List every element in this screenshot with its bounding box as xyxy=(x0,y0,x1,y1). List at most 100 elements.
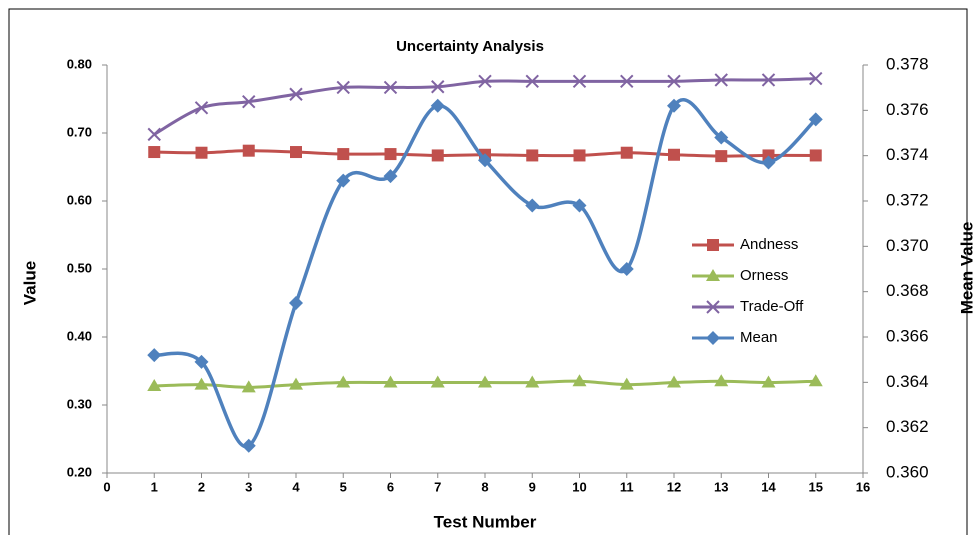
data-point xyxy=(431,149,444,162)
data-point xyxy=(478,74,492,89)
y2-tick-label: 0.374 xyxy=(886,145,929,164)
y-tick-label: 0.70 xyxy=(67,124,92,139)
data-point xyxy=(194,101,209,115)
data-point xyxy=(289,296,303,310)
x-tick-label: 3 xyxy=(245,479,252,494)
y2-tick-label: 0.370 xyxy=(886,236,929,255)
data-point xyxy=(526,149,539,162)
x-tick-label: 1 xyxy=(151,479,158,494)
data-point xyxy=(383,375,398,388)
data-point xyxy=(525,198,540,213)
data-point xyxy=(572,74,587,89)
legend-marker xyxy=(706,300,720,314)
data-point xyxy=(714,73,728,87)
x-tick-label: 15 xyxy=(809,479,823,494)
data-point xyxy=(148,146,161,159)
data-point xyxy=(619,377,634,390)
data-point xyxy=(761,155,776,170)
data-point xyxy=(525,74,539,89)
data-point xyxy=(714,130,729,145)
data-point xyxy=(715,150,728,163)
y2-axis-label: Mean Value xyxy=(957,222,976,315)
y-tick-label: 0.60 xyxy=(67,192,92,207)
data-point xyxy=(336,80,350,95)
data-point xyxy=(667,375,681,388)
data-point xyxy=(241,380,256,393)
legend-marker xyxy=(706,331,720,345)
x-tick-label: 7 xyxy=(434,479,441,494)
data-point xyxy=(572,198,587,213)
legend-marker xyxy=(707,239,719,251)
data-point xyxy=(668,148,680,161)
data-point xyxy=(147,348,162,363)
y2-tick-label: 0.372 xyxy=(886,190,929,209)
data-point xyxy=(195,146,208,159)
data-point xyxy=(620,146,633,159)
legend-label: Andness xyxy=(740,236,798,253)
x-tick-label: 13 xyxy=(714,479,728,494)
series-line xyxy=(154,98,817,449)
data-point xyxy=(242,95,256,109)
x-tick-label: 14 xyxy=(761,479,776,494)
data-point xyxy=(430,98,445,113)
data-point xyxy=(525,375,540,388)
data-point xyxy=(667,74,681,89)
data-point xyxy=(761,73,776,87)
y-tick-label: 0.40 xyxy=(67,328,92,343)
data-point xyxy=(289,377,303,390)
y-tick-label: 0.50 xyxy=(67,260,92,275)
data-point xyxy=(289,87,303,101)
x-tick-label: 2 xyxy=(198,479,205,494)
x-tick-label: 8 xyxy=(481,479,488,494)
y2-tick-label: 0.362 xyxy=(886,417,929,436)
data-point xyxy=(194,354,209,369)
data-point xyxy=(714,374,729,387)
data-point xyxy=(147,127,161,142)
data-point xyxy=(431,80,445,94)
data-point xyxy=(620,74,634,89)
data-point xyxy=(242,144,255,157)
data-point xyxy=(383,80,398,95)
data-point xyxy=(147,378,162,391)
x-tick-label: 12 xyxy=(667,479,681,494)
chart-title: Uncertainty Analysis xyxy=(396,38,544,55)
x-tick-label: 9 xyxy=(529,479,536,494)
y2-tick-label: 0.366 xyxy=(886,326,929,345)
data-point xyxy=(384,148,397,161)
x-tick-label: 11 xyxy=(620,479,634,494)
data-point xyxy=(478,153,492,168)
data-point xyxy=(573,149,586,162)
x-tick-label: 10 xyxy=(572,479,586,494)
legend-label: Trade-Off xyxy=(740,298,804,315)
x-tick-label: 5 xyxy=(340,479,347,494)
data-point xyxy=(572,374,587,387)
y-tick-label: 0.30 xyxy=(67,396,92,411)
y2-tick-label: 0.364 xyxy=(886,372,929,391)
y2-tick-label: 0.368 xyxy=(886,281,929,300)
data-point xyxy=(337,148,350,161)
data-point xyxy=(619,262,634,276)
y2-tick-label: 0.360 xyxy=(886,462,929,481)
y-axis-label: Value xyxy=(20,261,39,305)
legend-label: Mean xyxy=(740,329,778,346)
data-point xyxy=(478,375,492,388)
data-point xyxy=(667,98,681,113)
data-point xyxy=(241,438,256,453)
x-tick-label: 0 xyxy=(103,479,110,494)
y-tick-label: 0.80 xyxy=(67,56,92,71)
data-point xyxy=(809,149,822,162)
legend-label: Orness xyxy=(740,267,788,284)
data-point xyxy=(383,169,398,184)
data-point xyxy=(808,112,823,127)
data-point xyxy=(808,374,823,387)
y2-tick-label: 0.378 xyxy=(886,54,929,73)
x-tick-label: 4 xyxy=(292,479,300,494)
x-tick-label: 16 xyxy=(856,479,870,494)
data-point xyxy=(430,375,445,388)
data-point xyxy=(194,377,209,390)
data-point xyxy=(761,375,776,388)
y2-tick-label: 0.376 xyxy=(886,100,929,119)
chart-border xyxy=(8,8,968,535)
legend-marker xyxy=(706,269,720,281)
